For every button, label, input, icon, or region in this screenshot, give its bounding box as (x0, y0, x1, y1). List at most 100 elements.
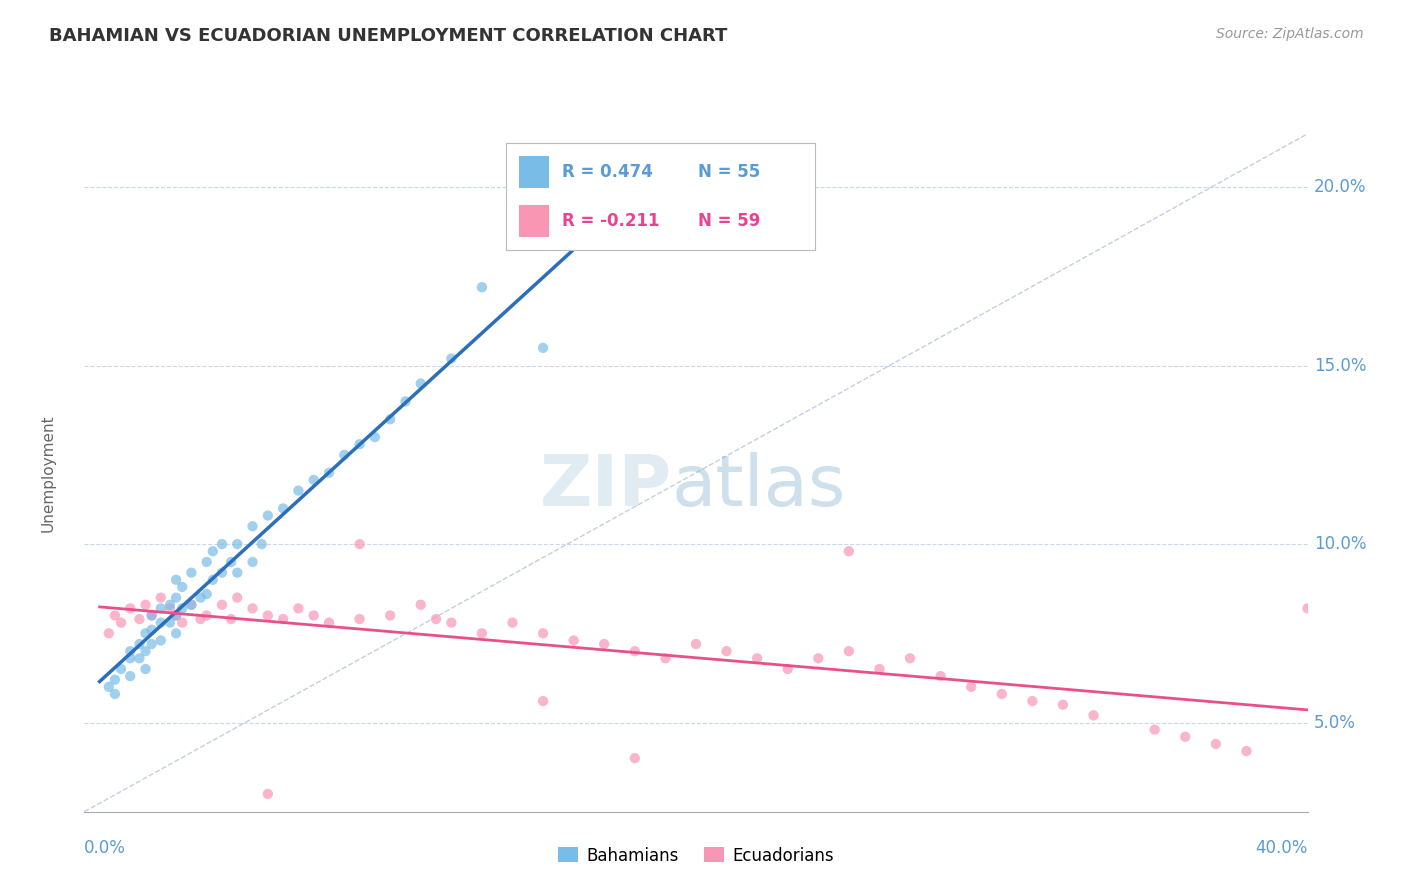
Text: ZIP: ZIP (540, 452, 672, 521)
Point (250, 537, 273, 551)
Point (1205, 737, 1227, 751)
Point (287, 483, 309, 498)
Point (141, 623, 163, 637)
Point (440, 351, 463, 366)
Point (110, 662, 132, 676)
Text: Source: ZipAtlas.com: Source: ZipAtlas.com (1216, 27, 1364, 41)
Point (172, 601, 194, 615)
Text: N = 59: N = 59 (697, 212, 761, 230)
Point (135, 644, 157, 658)
Text: 5.0%: 5.0% (1313, 714, 1355, 731)
Point (165, 608, 187, 623)
Point (624, 644, 647, 658)
Point (149, 601, 172, 615)
Point (242, 555, 264, 569)
Point (201, 544, 224, 558)
Point (97, 680, 120, 694)
Point (654, 651, 676, 665)
Point (226, 591, 249, 605)
Text: R = 0.474: R = 0.474 (562, 162, 652, 180)
Text: 10.0%: 10.0% (1313, 535, 1367, 553)
Point (226, 537, 249, 551)
Point (531, 626, 554, 640)
Point (838, 544, 860, 558)
Point (165, 573, 187, 587)
Text: N = 55: N = 55 (697, 162, 761, 180)
Point (211, 598, 233, 612)
Point (1021, 694, 1043, 708)
Point (318, 466, 340, 480)
Text: BAHAMIAN VS ECUADORIAN UNEMPLOYMENT CORRELATION CHART: BAHAMIAN VS ECUADORIAN UNEMPLOYMENT CORR… (49, 27, 727, 45)
Point (257, 508, 280, 523)
Point (271, 501, 294, 516)
Text: atlas: atlas (672, 452, 846, 521)
Point (624, 751, 647, 765)
Point (195, 608, 218, 623)
Point (190, 591, 212, 605)
Point (135, 626, 157, 640)
Point (128, 651, 150, 665)
Point (409, 376, 432, 391)
Point (104, 608, 127, 623)
Point (141, 608, 163, 623)
Point (141, 637, 163, 651)
Point (807, 651, 830, 665)
Point (302, 473, 325, 487)
Point (211, 566, 233, 580)
Point (440, 615, 463, 630)
Point (409, 598, 432, 612)
Point (201, 573, 224, 587)
Point (502, 615, 524, 630)
Point (165, 626, 187, 640)
Point (1234, 744, 1257, 758)
Point (593, 637, 616, 651)
Point (380, 608, 402, 623)
Text: 20.0%: 20.0% (1313, 178, 1367, 196)
Point (838, 644, 860, 658)
Point (97, 626, 120, 640)
Point (110, 615, 132, 630)
Point (869, 662, 891, 676)
Point (128, 637, 150, 651)
Point (929, 669, 952, 683)
Point (180, 598, 202, 612)
Point (349, 537, 371, 551)
Point (562, 633, 585, 648)
Point (685, 637, 707, 651)
Bar (519, 155, 550, 187)
Point (747, 651, 769, 665)
Point (226, 566, 249, 580)
Point (219, 555, 242, 569)
Point (159, 615, 181, 630)
Point (380, 412, 402, 426)
Point (242, 519, 264, 533)
Point (531, 694, 554, 708)
Point (257, 608, 280, 623)
Point (349, 437, 371, 451)
Point (1174, 730, 1197, 744)
Legend: Bahamians, Ecuadorians: Bahamians, Ecuadorians (551, 840, 841, 871)
Point (159, 601, 181, 615)
Point (271, 612, 294, 626)
Point (159, 598, 181, 612)
Point (190, 612, 212, 626)
Point (531, 341, 554, 355)
Point (172, 615, 194, 630)
Point (1052, 698, 1074, 712)
Point (104, 673, 127, 687)
Point (135, 662, 157, 676)
Point (257, 787, 280, 801)
Point (776, 662, 799, 676)
Point (120, 644, 142, 658)
Point (165, 608, 187, 623)
Point (211, 537, 233, 551)
Point (120, 669, 142, 683)
Point (195, 555, 218, 569)
Point (349, 612, 371, 626)
Point (242, 601, 264, 615)
Point (149, 615, 172, 630)
Point (302, 608, 325, 623)
Point (128, 612, 150, 626)
Point (149, 633, 172, 648)
Point (149, 591, 172, 605)
